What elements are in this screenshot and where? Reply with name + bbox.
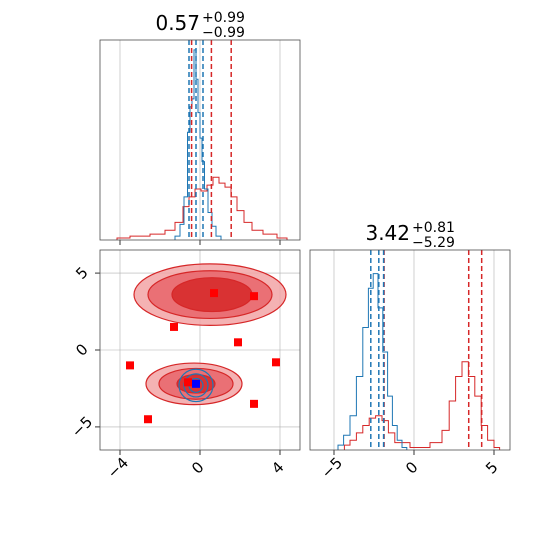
red-square-marker: [210, 289, 218, 298]
red-square-marker: [184, 378, 192, 387]
marginal-1-blue-histogram: [174, 49, 222, 240]
marginal-2-tick-label: −5: [318, 454, 346, 482]
red-square-marker: [126, 361, 134, 370]
marginal-1-red-histogram: [116, 176, 288, 240]
joint-ytick-label: −5: [68, 413, 96, 441]
marginal-2-red-histogram: [343, 361, 501, 450]
joint-xtick-label: 4: [268, 458, 287, 477]
joint-frame: [99, 249, 301, 451]
title-param-2-lower: −5.29: [412, 235, 455, 251]
joint-ytick-label: 5: [72, 263, 91, 282]
title-param-2-value: 3.42: [365, 221, 410, 245]
joint-ytick-label: 0: [72, 340, 91, 359]
blue-contour: [178, 368, 214, 403]
joint-xtick-label: −4: [104, 454, 132, 482]
joint-panel: −4 0 4 5 0 −5: [68, 249, 301, 482]
title-param-1: 0.57: [155, 11, 200, 35]
red-square-marker: [250, 399, 258, 408]
title-param-2: 3.42: [365, 221, 410, 245]
marginal-panel-param-1: [99, 39, 301, 245]
blue-square-marker: [192, 379, 200, 388]
red-square-marker: [144, 415, 152, 424]
title-param-1-upper: +0.99: [202, 10, 245, 26]
red-square-marker: [250, 292, 258, 301]
title-param-2-upper: +0.81: [412, 220, 455, 236]
red-square-marker: [170, 322, 178, 331]
red-square-marker: [234, 338, 242, 347]
title-param-1-value: 0.57: [155, 11, 200, 35]
marginal-2-tick-label: 0: [402, 458, 421, 477]
marginal-1-frame: [99, 39, 301, 241]
joint-xtick-label: 0: [188, 458, 207, 477]
marginal-2-frame: [309, 249, 511, 451]
red-square-marker: [272, 358, 280, 367]
marginal-panel-param-2: −5 0 5: [309, 249, 511, 482]
title-param-1-lower: −0.99: [202, 25, 245, 41]
marginal-2-blue-histogram: [337, 273, 408, 450]
marginal-2-tick-label: 5: [482, 458, 501, 477]
